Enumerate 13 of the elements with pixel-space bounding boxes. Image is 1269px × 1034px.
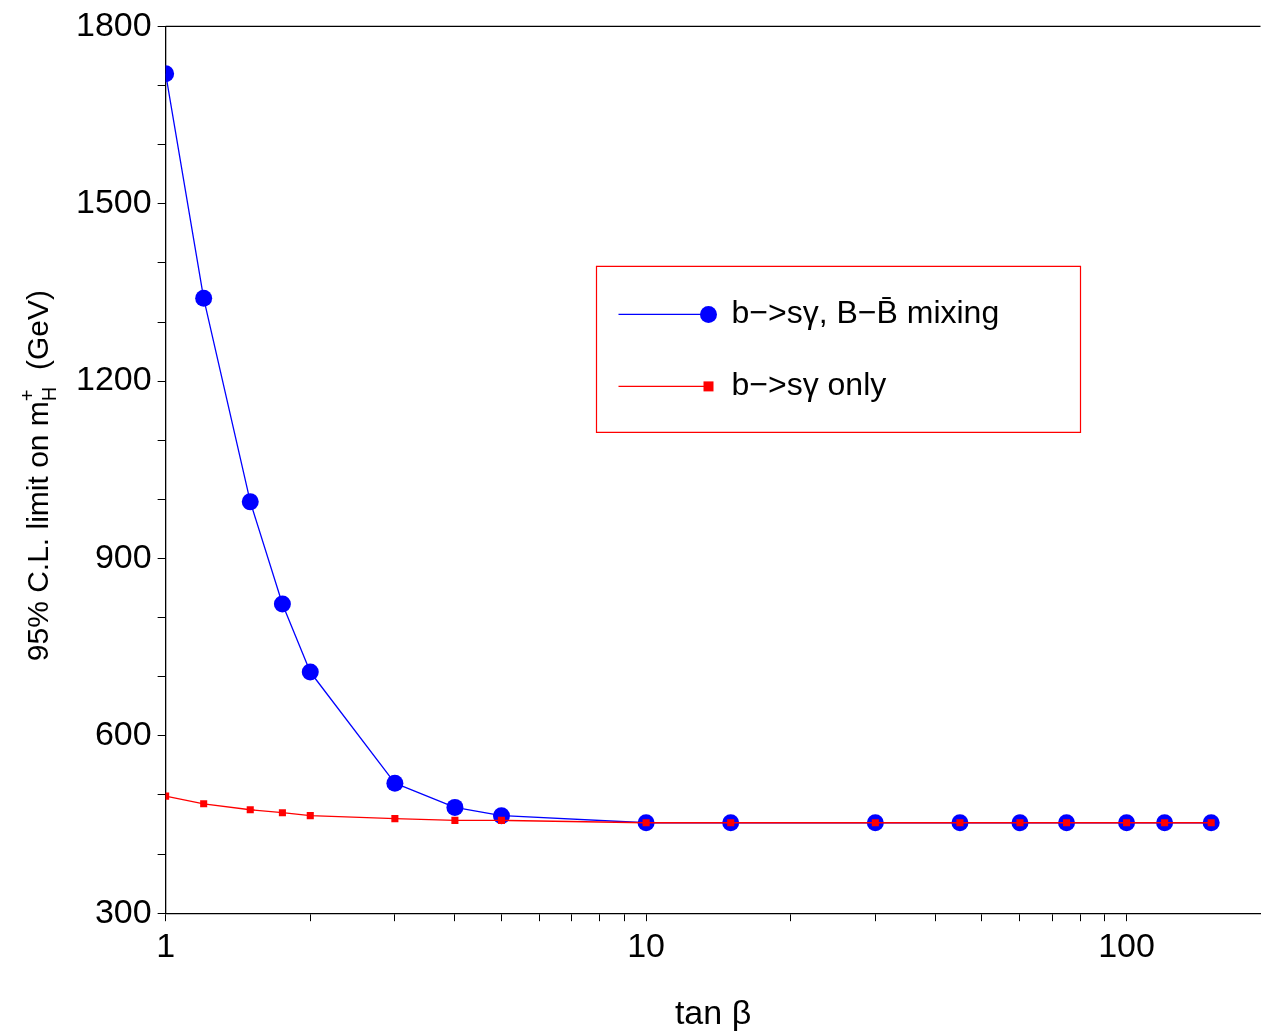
x-axis-title: tan β (674, 993, 752, 1031)
x-tick-label: 1 (156, 925, 176, 964)
x-tick-label: 10 (627, 925, 666, 964)
y-tick-label: 1500 (76, 182, 152, 221)
x-tick-label: 100 (1098, 925, 1155, 964)
y-axis-title: 95% C.L. limit on mH+ (GeV) (16, 290, 60, 662)
y-tick-label: 1800 (76, 4, 152, 43)
legend-label: b−>sγ, B−B̄ mixing (731, 294, 1000, 331)
y-tick-label: 1200 (76, 359, 152, 398)
legend-label: b−>sγ only (731, 366, 887, 403)
y-tick-label: 300 (94, 891, 152, 930)
y-tick-label: 900 (94, 536, 152, 575)
y-tick-label: 600 (94, 714, 152, 753)
